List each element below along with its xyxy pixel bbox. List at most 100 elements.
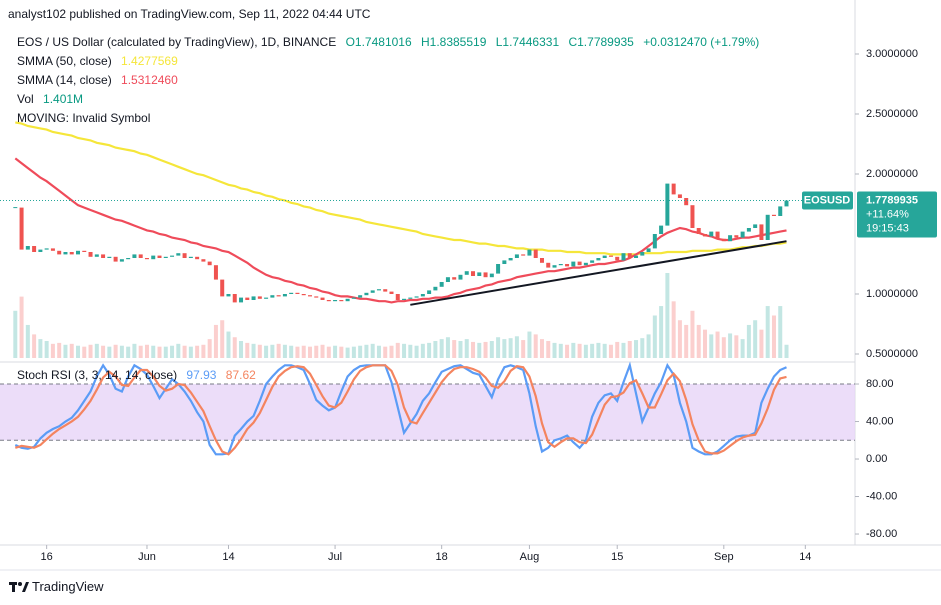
stoch-legend: Stoch RSI (3, 3, 14, 14, close) 97.93 87… xyxy=(17,366,262,385)
volume-bar xyxy=(264,345,269,358)
symbol-tag-text: EOSUSD xyxy=(804,194,851,206)
candle xyxy=(771,214,776,216)
candle xyxy=(182,253,187,258)
volume-bar xyxy=(659,306,664,358)
volume-bar xyxy=(364,344,369,358)
candle xyxy=(376,289,381,291)
candle xyxy=(765,214,770,240)
volume-bar xyxy=(502,339,507,358)
candle xyxy=(740,231,745,238)
y-tick-label: 40.00 xyxy=(866,415,894,427)
candle xyxy=(665,183,670,226)
candle xyxy=(640,252,645,256)
volume-bar xyxy=(684,324,689,358)
candle xyxy=(671,183,676,195)
price-tag-value: 1.7789935 xyxy=(866,194,918,206)
candle xyxy=(471,271,476,276)
volume-bar xyxy=(740,339,745,358)
volume-bar xyxy=(703,329,707,358)
volume-bar xyxy=(778,306,783,358)
volume-bar xyxy=(439,339,444,358)
candle xyxy=(351,297,356,299)
legend-value: 97.93 xyxy=(186,368,217,382)
stoch-line xyxy=(14,364,787,456)
candle xyxy=(602,255,607,258)
volume-bar xyxy=(176,343,181,358)
legend-value: 87.62 xyxy=(225,368,256,382)
volume-bar xyxy=(471,341,476,358)
volume-bar xyxy=(282,344,287,358)
volume-bar xyxy=(496,337,501,358)
volume-bar xyxy=(226,331,231,358)
price-tag-change: +11.64% xyxy=(866,208,909,220)
volume-bar xyxy=(521,340,526,358)
candle xyxy=(326,300,331,302)
candle xyxy=(439,282,444,287)
volume-bar xyxy=(427,342,432,358)
candle xyxy=(684,198,689,206)
volume-bar xyxy=(577,343,582,358)
volume-bar xyxy=(652,315,657,358)
legend-value: 1.5312460 xyxy=(121,73,178,87)
candle xyxy=(696,228,701,234)
note: MOVING: Invalid Symbol xyxy=(17,111,151,125)
candle xyxy=(483,272,488,278)
candle xyxy=(420,294,425,297)
volume-bar xyxy=(13,310,18,358)
candle xyxy=(13,207,18,209)
legend-row: SMMA (14, close) 1.5312460 xyxy=(17,71,765,90)
volume-bar xyxy=(590,343,595,358)
candle xyxy=(276,295,281,297)
candle xyxy=(464,271,469,275)
volume-bar xyxy=(696,324,701,358)
candle xyxy=(364,292,369,296)
volume-bar xyxy=(50,343,55,358)
volume-bar xyxy=(565,344,570,358)
volume-bar xyxy=(94,343,99,358)
candle xyxy=(220,279,225,297)
candle xyxy=(634,255,639,258)
candle xyxy=(621,253,626,261)
candle xyxy=(176,253,181,256)
volume-bar xyxy=(307,346,312,358)
candle xyxy=(608,255,613,257)
y-tick-label: 80.00 xyxy=(866,378,894,390)
volume-bar xyxy=(671,301,676,358)
trend-line xyxy=(410,240,787,306)
volume-bar xyxy=(640,338,645,358)
candle xyxy=(627,253,632,258)
volume-bar xyxy=(533,334,538,358)
volume-bar xyxy=(314,345,319,358)
candle xyxy=(370,290,375,293)
legend-row: Vol 1.401M xyxy=(17,90,765,109)
quote-open: O1.7481016 xyxy=(345,35,412,49)
candle xyxy=(32,246,37,252)
volume-bar xyxy=(163,346,168,358)
volume-bar xyxy=(32,334,37,358)
logo xyxy=(9,582,29,592)
volume-bar xyxy=(182,345,187,358)
volume-bar xyxy=(157,346,162,358)
x-tick-label: 14 xyxy=(799,551,811,563)
y-tick-label: -80.00 xyxy=(866,528,897,540)
candle xyxy=(245,297,250,300)
legend-row: MOVING: Invalid Symbol xyxy=(17,109,765,128)
volume-bar xyxy=(784,344,789,358)
volume-bar xyxy=(213,324,218,358)
symbol-title: EOS / US Dollar (calculated by TradingVi… xyxy=(17,35,337,49)
volume-bar xyxy=(138,345,143,358)
candle xyxy=(728,235,733,242)
candle xyxy=(226,294,231,297)
volume-bar xyxy=(514,336,519,358)
volume-bar xyxy=(552,342,557,358)
candle xyxy=(715,231,720,239)
candle xyxy=(546,262,551,268)
overlay-line xyxy=(14,157,787,304)
candle xyxy=(539,258,544,263)
candle xyxy=(270,295,275,298)
volume-bar xyxy=(144,344,149,358)
volume-bar xyxy=(452,340,457,358)
candle xyxy=(427,290,432,294)
candle xyxy=(445,277,450,282)
legend-name: SMMA (50, close) xyxy=(17,54,112,68)
